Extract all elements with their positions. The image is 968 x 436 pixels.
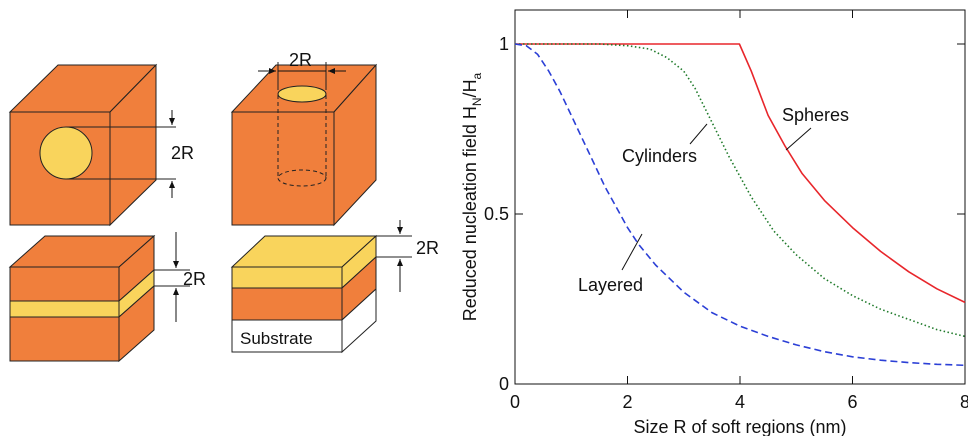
x-axis-label: Size R of soft regions (nm) xyxy=(633,417,846,436)
layered-dim-label: 2R xyxy=(183,269,206,289)
sphere-dim-label: 2R xyxy=(171,143,194,163)
schematic-layered: 2R xyxy=(8,232,206,363)
schematic-cylinder: 2R xyxy=(230,50,378,227)
layer-hard-bottom xyxy=(9,316,120,362)
substrate-label: Substrate xyxy=(240,329,313,348)
series-line-spheres xyxy=(515,43,966,304)
y-tick-label: 0.5 xyxy=(484,204,509,224)
x-tick-label: 6 xyxy=(847,392,857,412)
cylinder-dim-label: 2R xyxy=(289,50,312,70)
cube-front-face xyxy=(231,111,335,226)
x-tick-label: 0 xyxy=(510,392,520,412)
y-tick-label: 0 xyxy=(499,374,509,394)
x-tick-label: 2 xyxy=(622,392,632,412)
soft-sphere xyxy=(39,126,93,180)
layer-hard-top xyxy=(9,266,120,302)
layer-substrate xyxy=(231,319,343,353)
y-axis-ticks: 00.51 xyxy=(484,34,965,394)
layer-soft xyxy=(9,300,120,318)
series-layer xyxy=(514,43,966,367)
y-axis-label: Reduced nucleation field HN/Ha xyxy=(460,72,484,321)
schematic-sphere: 2R xyxy=(8,63,194,227)
layer-soft xyxy=(231,266,343,289)
x-tick-label: 8 xyxy=(960,392,968,412)
schematic-substrate: Substrate 2R xyxy=(230,220,439,354)
series-line-layered xyxy=(514,43,966,367)
series-label-spheres: Spheres xyxy=(782,105,849,125)
plot-frame xyxy=(514,9,966,385)
series-label-layered: Layered xyxy=(578,275,643,295)
cylinder-bottom xyxy=(277,169,327,187)
layer-hard xyxy=(231,287,343,321)
x-axis-ticks: 0 2 4 6 8 xyxy=(510,10,968,412)
x-tick-label: 4 xyxy=(735,392,745,412)
series-label-cylinders: Cylinders xyxy=(622,146,697,166)
series-line-cylinders xyxy=(515,43,966,338)
substrate-dim-label: 2R xyxy=(416,238,439,258)
y-tick-label: 1 xyxy=(499,34,509,54)
cylinder-top xyxy=(277,85,327,103)
